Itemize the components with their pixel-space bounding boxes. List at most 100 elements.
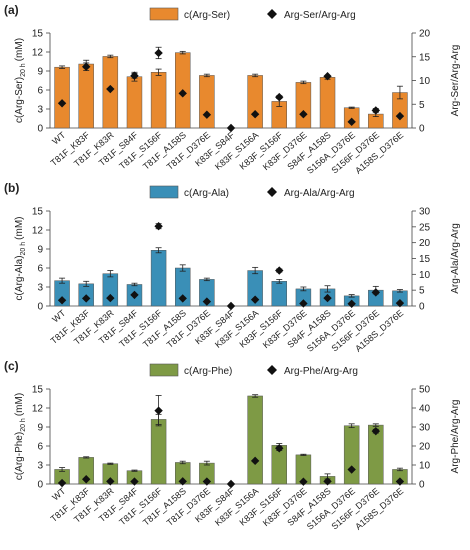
- right-tick-label: 20: [419, 29, 431, 40]
- left-tick-label: 6: [37, 86, 43, 97]
- left-tick-label: 3: [37, 105, 43, 116]
- ratio-marker: [299, 110, 308, 119]
- left-tick-label: 15: [32, 29, 44, 40]
- bar: [199, 75, 215, 129]
- right-tick-label: 50: [419, 385, 431, 396]
- left-tick-label: 6: [37, 442, 43, 453]
- ratio-marker: [154, 48, 163, 58]
- ratio-marker: [299, 299, 308, 308]
- legend-marker-label: Arg-Ala/Arg-Arg: [284, 188, 355, 199]
- panel-label: (c): [4, 359, 19, 373]
- ratio-marker: [371, 426, 380, 436]
- left-axis-title-unit: (mM): [14, 217, 25, 240]
- category-label: WT: [50, 130, 68, 147]
- ratio-marker: [250, 110, 260, 119]
- ratio-marker: [299, 477, 308, 486]
- legend-bar-label: c(Arg-Ala): [184, 188, 229, 199]
- bar: [150, 419, 167, 485]
- panel-label: (a): [4, 3, 19, 17]
- bar: [319, 77, 336, 129]
- right-tick-label: 40: [419, 404, 431, 415]
- left-axis-title: c(Arg-Ser)20 h (mM): [14, 38, 27, 123]
- right-tick-label: 10: [419, 76, 431, 87]
- ratio-marker: [82, 475, 91, 484]
- ratio-marker: [323, 72, 332, 81]
- left-tick-label: 9: [37, 423, 43, 434]
- left-tick-label: 0: [37, 302, 43, 313]
- chart-panel-3: (c) c(Arg-Phe) Arg-Phe/Arg-Arg 0 3 6 9 12 15 0 10 2…: [4, 359, 461, 532]
- right-tick-label: 0: [419, 480, 425, 491]
- panel-label: (b): [4, 181, 19, 195]
- left-tick-label: 0: [37, 480, 43, 491]
- right-tick-label: 20: [419, 238, 431, 249]
- right-tick-label: 15: [419, 254, 431, 265]
- legend-marker-swatch: [267, 9, 277, 19]
- legend-bar-swatch: [149, 7, 179, 21]
- category-label: WT: [50, 308, 68, 325]
- ratio-marker: [275, 92, 284, 102]
- right-tick-label: 20: [419, 442, 431, 453]
- ratio-marker: [323, 293, 332, 303]
- ratio-marker: [202, 297, 212, 306]
- right-axis-title: Arg-Ala/Arg-Arg: [450, 223, 461, 294]
- right-axis-title: Arg-Phe/Arg-Arg: [450, 400, 461, 474]
- bar: [78, 63, 94, 129]
- left-axis-title-sub: 20 h: [20, 63, 27, 77]
- ratio-marker: [395, 298, 405, 308]
- left-axis-title-unit: (mM): [14, 38, 25, 61]
- ratio-marker: [323, 477, 332, 486]
- left-axis-title-sub: 20 h: [20, 418, 27, 432]
- left-axis-title-main: c(Arg-Ala): [14, 255, 25, 300]
- ratio-marker: [178, 477, 187, 486]
- ratio-marker: [154, 222, 163, 231]
- left-tick-label: 9: [37, 67, 43, 78]
- ratio-marker: [250, 456, 260, 466]
- ratio-marker: [130, 71, 139, 80]
- right-tick-label: 10: [419, 461, 431, 472]
- ratio-marker: [202, 477, 212, 486]
- bar: [126, 76, 143, 129]
- ratio-marker: [130, 477, 139, 486]
- bar: [150, 250, 167, 307]
- left-tick-label: 0: [37, 124, 43, 135]
- legend-bar-label: c(Arg-Phe): [184, 366, 232, 377]
- ratio-marker: [250, 295, 260, 304]
- ratio-marker: [395, 111, 405, 121]
- bar: [271, 281, 287, 307]
- ratio-marker: [226, 301, 236, 311]
- ratio-marker: [106, 293, 115, 303]
- ratio-marker: [395, 477, 405, 486]
- legend-bar-swatch: [149, 363, 179, 377]
- ratio-marker: [275, 444, 284, 453]
- ratio-marker: [57, 99, 67, 108]
- ratio-marker: [178, 89, 187, 98]
- ratio-marker: [226, 479, 236, 489]
- ratio-marker: [226, 123, 236, 133]
- ratio-marker: [57, 478, 67, 488]
- left-tick-label: 3: [37, 283, 43, 294]
- legend-marker-label: Arg-Ser/Arg-Arg: [284, 10, 356, 21]
- ratio-marker: [154, 406, 163, 415]
- bar: [343, 425, 360, 485]
- chart-panel-1: (a) c(Arg-Ser) Arg-Ser/Arg-Arg 0 3 6 9 12 15 0 5 10…: [4, 3, 461, 176]
- ratio-marker: [347, 465, 356, 474]
- bar: [247, 395, 263, 485]
- ratio-marker: [371, 106, 380, 115]
- ratio-marker: [178, 294, 187, 303]
- left-axis-title: c(Arg-Phe)20 h (mM): [14, 393, 27, 480]
- ratio-marker: [275, 266, 284, 275]
- bar: [295, 82, 312, 129]
- right-axis-title: Arg-Ser/Arg-Arg: [450, 45, 461, 117]
- bar: [54, 66, 70, 129]
- legend-marker-swatch: [267, 187, 277, 197]
- left-tick-label: 15: [32, 207, 44, 218]
- right-tick-label: 25: [419, 222, 431, 233]
- chart-panel-2: (b) c(Arg-Ala) Arg-Ala/Arg-Arg 0 3 6 9 12 15 0 5 10…: [4, 181, 461, 354]
- ratio-marker: [130, 290, 139, 300]
- ratio-marker: [82, 62, 91, 71]
- left-axis-title-main: c(Arg-Phe): [14, 432, 25, 480]
- legend-marker-swatch: [267, 365, 277, 375]
- right-tick-label: 10: [419, 270, 431, 281]
- bar: [247, 75, 263, 129]
- left-tick-label: 9: [37, 245, 43, 256]
